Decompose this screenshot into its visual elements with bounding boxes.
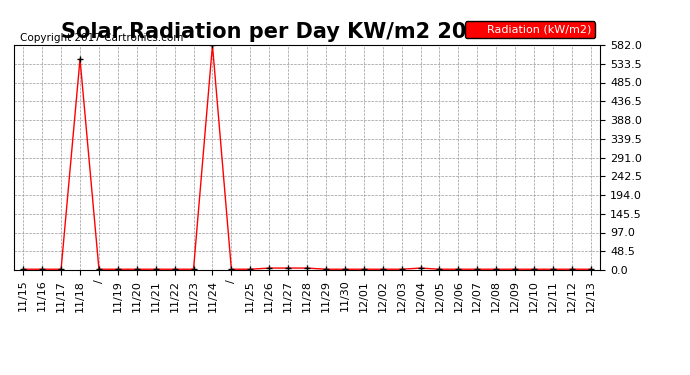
Title: Solar Radiation per Day KW/m2 20171213: Solar Radiation per Day KW/m2 20171213 bbox=[61, 22, 553, 42]
Text: Copyright 2017 Cartronics.com: Copyright 2017 Cartronics.com bbox=[19, 33, 183, 43]
Legend: Radiation (kW/m2): Radiation (kW/m2) bbox=[465, 21, 595, 38]
